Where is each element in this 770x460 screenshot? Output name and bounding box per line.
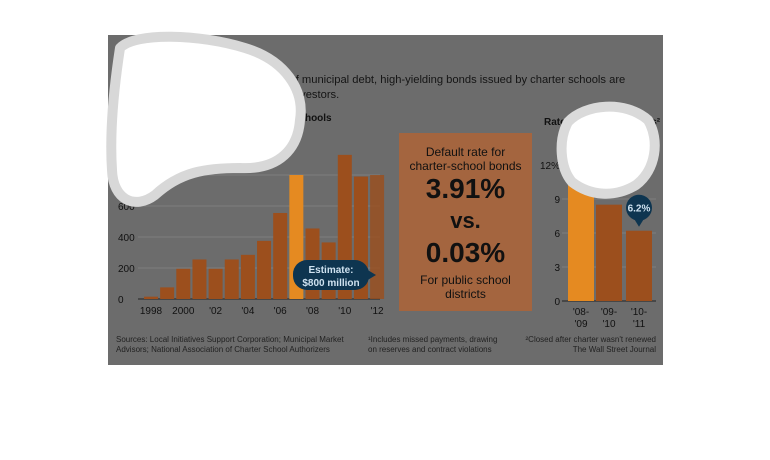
bond-x-tick-label: '10 bbox=[338, 306, 351, 317]
sources-line-2: Advisors; National Association of Charte… bbox=[116, 345, 330, 354]
bond-bar bbox=[273, 212, 288, 299]
closure-bar bbox=[596, 204, 622, 301]
closure-x-tick-label: '10- bbox=[631, 307, 647, 318]
public-default-rate: 0.03% bbox=[425, 237, 506, 268]
closure-bubble-pointer bbox=[634, 218, 644, 227]
bond-y-tick-label: 600 bbox=[118, 202, 135, 213]
bond-bar bbox=[192, 259, 207, 299]
credit-line: The Wall Street Journal bbox=[572, 345, 656, 354]
closure-x-tick-label: '08- bbox=[573, 307, 589, 318]
sources-line-1: Sources: Local Initiatives Support Corpo… bbox=[116, 335, 344, 344]
closure-y-tick-label: 12% bbox=[540, 161, 560, 172]
bond-x-tick-label: '08 bbox=[306, 306, 319, 317]
bond-x-tick-label: '06 bbox=[274, 306, 287, 317]
bond-x-tick-label: 1998 bbox=[140, 306, 163, 317]
closure-footnote-text: ²Closed after charter wasn't renewed bbox=[525, 335, 656, 344]
estimate-callout-pointer bbox=[366, 269, 376, 281]
closure-y-tick-label: 3 bbox=[554, 263, 560, 274]
estimate-callout-bubble bbox=[293, 260, 369, 290]
closure-x-tick-label-line2: '10 bbox=[602, 319, 615, 330]
box-line-3: For public school bbox=[420, 273, 511, 287]
closure-y-tick-label: 9 bbox=[554, 195, 560, 206]
bond-y-tick-label: 200 bbox=[118, 264, 135, 275]
closure-bar bbox=[626, 230, 652, 301]
bond-bar bbox=[224, 259, 239, 299]
closure-y-tick-label: 6 bbox=[554, 229, 560, 240]
bond-bar bbox=[240, 254, 255, 299]
charter-default-rate: 3.91% bbox=[425, 173, 506, 204]
bond-y-tick-label: $800 million bbox=[118, 171, 171, 182]
bond-bar bbox=[176, 268, 191, 299]
bond-x-tick-label: 2000 bbox=[172, 306, 195, 317]
bond-bar bbox=[160, 287, 175, 299]
bond-y-tick-label: 400 bbox=[118, 233, 135, 244]
bond-y-tick-label: 0 bbox=[118, 295, 124, 306]
estimate-label: Estimate: bbox=[308, 265, 353, 276]
bond-x-tick-label: '12 bbox=[371, 306, 384, 317]
footnote-line-1: ¹Includes missed payments, drawing bbox=[368, 335, 498, 344]
bond-bar bbox=[144, 296, 158, 299]
closure-y-tick-label: 0 bbox=[554, 297, 560, 308]
closure-value-bubble bbox=[626, 194, 652, 221]
bond-x-tick-label: '04 bbox=[241, 306, 254, 317]
bond-bar bbox=[257, 240, 272, 299]
bond-bar bbox=[370, 175, 385, 299]
closure-x-tick-label-line2: '09 bbox=[574, 319, 587, 330]
bond-sales-chart: 0 200 400 600 $800 million 1998 2000 '02 '04 '06 '… bbox=[118, 154, 656, 330]
missed-payments-footnote: ¹Includes missed payments, drawing on re… bbox=[368, 335, 497, 355]
footnote-line-2: on reserves and contract violations bbox=[368, 345, 492, 354]
default-rate-box: Default rate for charter-school bonds 3.9… bbox=[399, 133, 532, 311]
bond-x-tick-label: '02 bbox=[209, 306, 222, 317]
versus-label: vs. bbox=[450, 208, 481, 233]
estimate-value: $800 million bbox=[302, 278, 359, 289]
box-line-2: charter-school bonds bbox=[409, 159, 522, 173]
closure-x-tick-label-line2: '11 bbox=[633, 319, 646, 330]
box-line-1: Default rate for bbox=[425, 145, 506, 159]
chart-panel: Charting a Path Riskier than more tradit… bbox=[108, 35, 663, 365]
closure-footnote: ²Closed after charter wasn't renewed The… bbox=[520, 335, 656, 355]
box-line-4: districts bbox=[445, 287, 486, 301]
closure-x-tick-label: '09- bbox=[601, 307, 617, 318]
closure-value-label: 6.2% bbox=[628, 204, 651, 215]
sources-note: Sources: Local Initiatives Support Corpo… bbox=[116, 335, 344, 355]
closure-bar bbox=[568, 159, 594, 301]
bond-bar bbox=[208, 268, 223, 299]
